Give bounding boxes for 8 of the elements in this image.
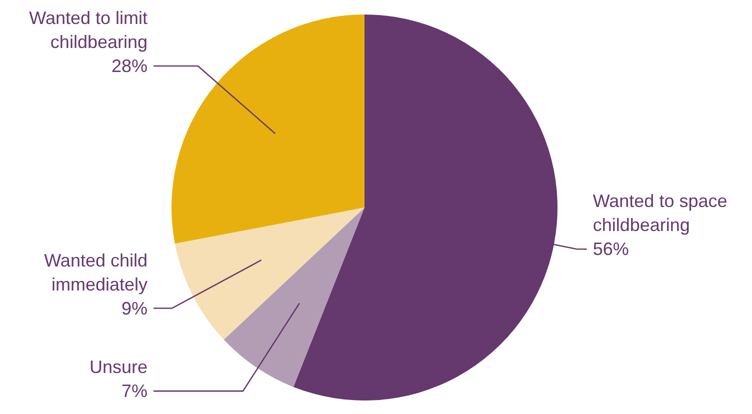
slice-label: Wanted to space childbearing: [592, 191, 728, 236]
slice-label: Wanted to limit childbearing: [29, 8, 148, 52]
slice-label: Wanted child immediately: [44, 250, 148, 294]
data-label: 7%: [121, 381, 148, 402]
data-label: 9%: [121, 298, 148, 318]
data-label: 56%: [592, 239, 629, 260]
slice-label: Unsure: [89, 357, 148, 378]
data-label: 28%: [111, 56, 148, 76]
